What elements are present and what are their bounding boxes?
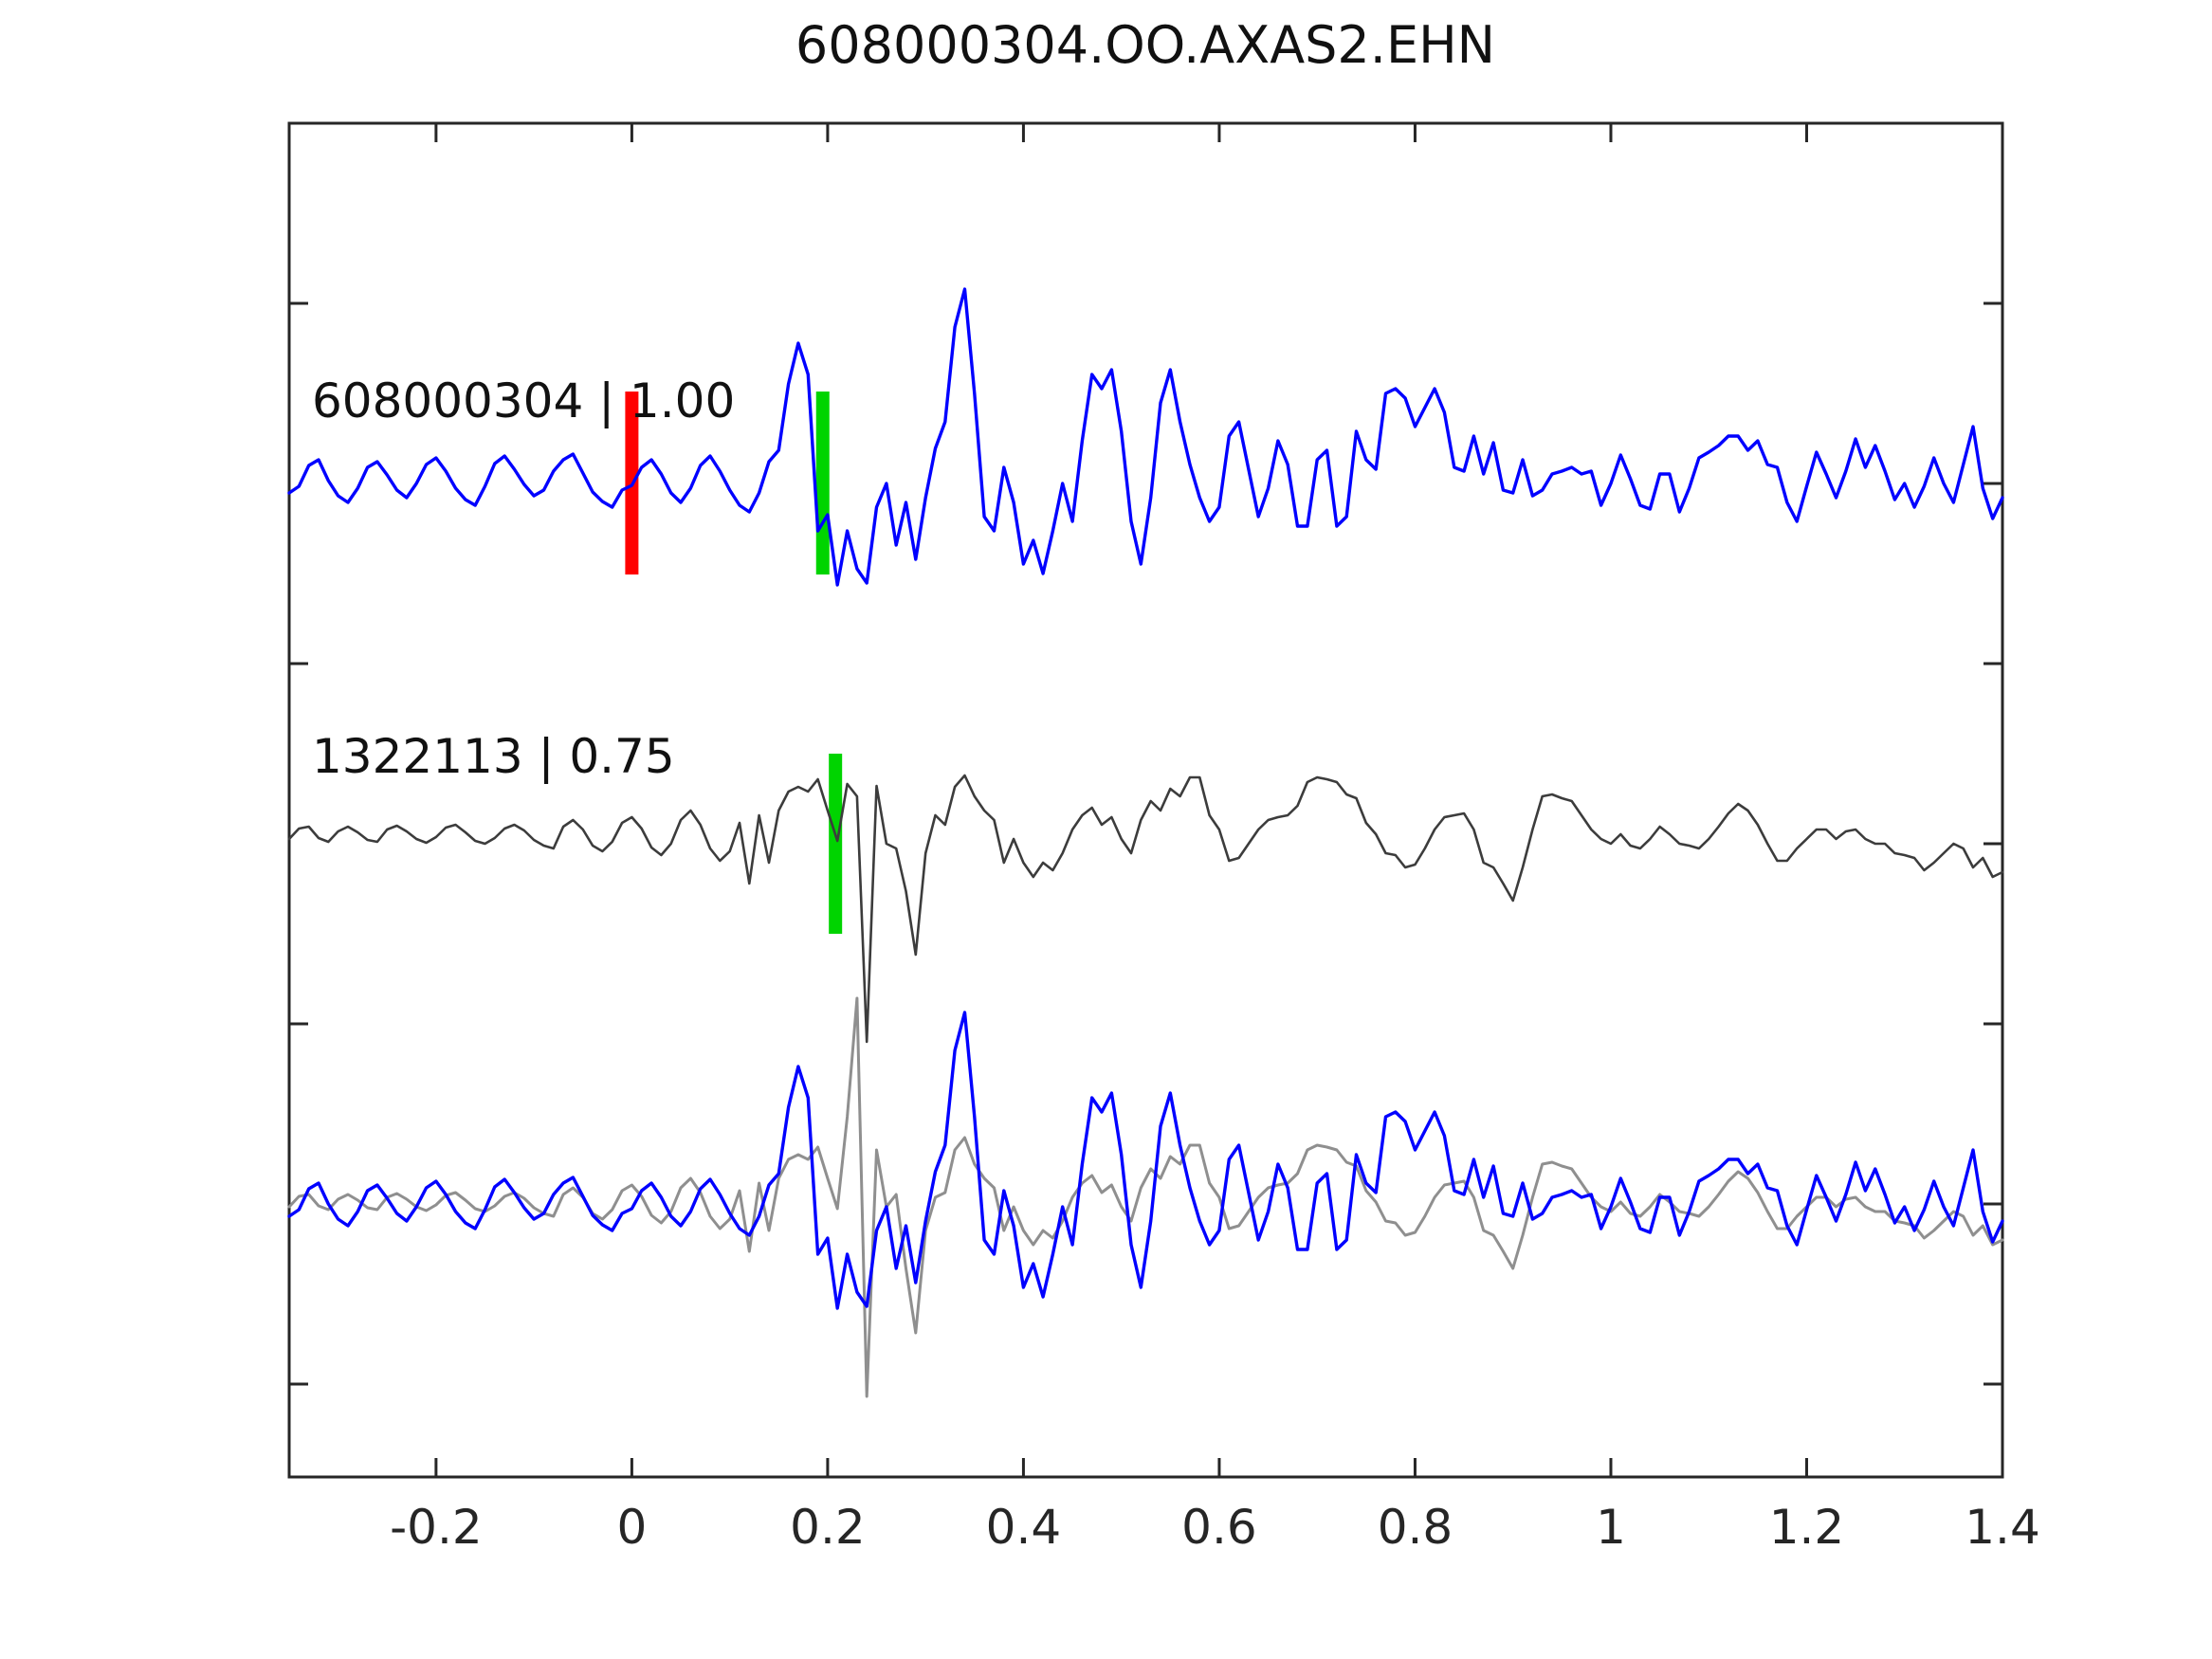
x-tick-label: 0.6	[1181, 1500, 1257, 1555]
detection-trace	[287, 774, 2004, 1044]
detection-overlay-trace	[287, 996, 2004, 1398]
x-tick-label: 1.2	[1769, 1500, 1845, 1555]
x-tick-label: 0.2	[790, 1500, 866, 1555]
trace-lines	[287, 287, 2004, 1398]
axis-ticks	[289, 123, 2004, 1477]
template-trace	[287, 287, 2004, 587]
axes-box	[287, 121, 2004, 1479]
detection-id-label: 1322113 | 0.75	[312, 729, 675, 784]
x-tick-label: 1.4	[1965, 1500, 2040, 1555]
x-tick-labels: -0.2 0 0.2 0.4 0.6 0.8 1 1.2 1.4	[390, 1500, 2040, 1555]
x-tick-label: 0.8	[1378, 1500, 1453, 1555]
figure-title: 608000304.OO.AXAS2.EHN	[795, 15, 1495, 75]
x-tick-label: 0.4	[986, 1500, 1062, 1555]
x-tick-label: 1	[1596, 1500, 1626, 1555]
template-overlay-trace	[287, 1011, 2004, 1310]
x-tick-label: 0	[616, 1500, 647, 1555]
template-id-label: 608000304 | 1.00	[312, 374, 735, 428]
x-tick-label: -0.2	[390, 1500, 483, 1555]
